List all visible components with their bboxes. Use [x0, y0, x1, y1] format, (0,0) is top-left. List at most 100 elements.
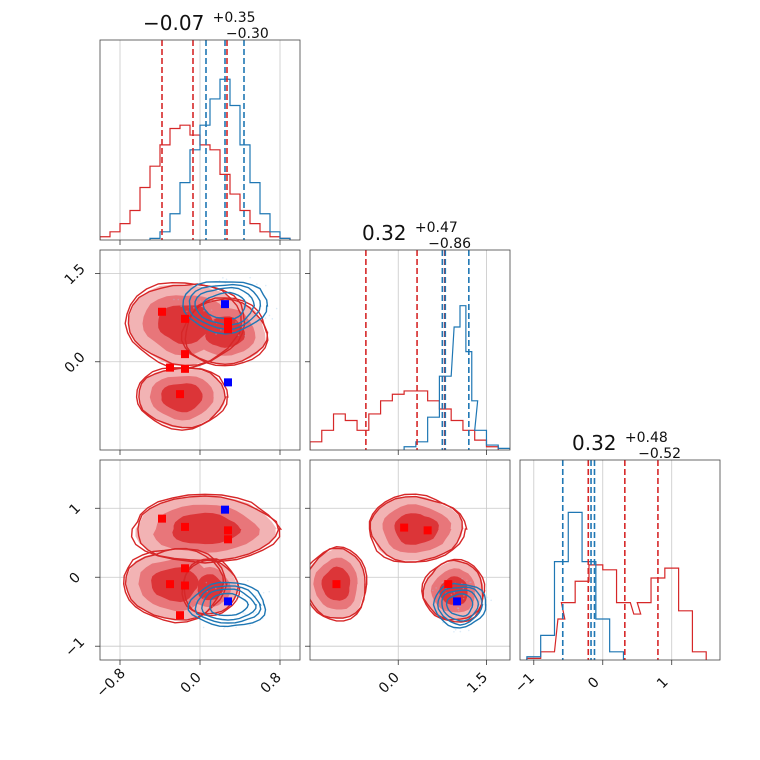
sample-point [457, 607, 460, 609]
frame-hist-param-3 [519, 459, 721, 661]
sample-point [204, 609, 207, 611]
sample-point [453, 591, 455, 594]
sample-point [462, 587, 465, 590]
sample-point [461, 577, 463, 580]
red-contour-line [180, 297, 269, 367]
sample-point [193, 307, 195, 309]
sample-point [268, 590, 271, 593]
histogram-red [310, 390, 499, 450]
sample-point [247, 295, 250, 298]
mode-marker-red [224, 317, 232, 326]
sample-point [470, 581, 472, 583]
sample-point [479, 601, 481, 603]
sample-point [467, 629, 470, 632]
blue-contour-line [187, 581, 267, 628]
sample-point [210, 300, 212, 303]
mode-marker-red [166, 363, 174, 372]
sample-point [262, 591, 265, 594]
panel-hist-param-2 [310, 250, 510, 450]
sample-point [199, 300, 202, 303]
sample-point [486, 596, 488, 599]
sample-point [454, 615, 457, 617]
blue-contour-line [182, 281, 269, 335]
sample-point [456, 612, 458, 615]
frame-hist-param-2 [309, 249, 511, 451]
mode-marker-blue [221, 300, 229, 309]
sample-point [222, 628, 225, 630]
mode-marker-red [400, 523, 409, 532]
panel-title-3: 0.32 +0.48 −0.52 [572, 423, 681, 462]
mode-marker-red [166, 580, 174, 589]
sample-point [215, 587, 217, 590]
sample-point [219, 609, 222, 611]
mode-marker-red [158, 514, 166, 523]
x-tick-label: 1.5 [464, 670, 491, 697]
x-tick-label: 0 [585, 674, 603, 692]
sample-point [222, 277, 224, 279]
mode-marker-red [423, 526, 432, 535]
sample-point [490, 599, 492, 602]
blue-contour-line [432, 582, 487, 629]
sample-point [206, 293, 208, 296]
sample-point [457, 609, 460, 612]
sample-point [180, 305, 182, 308]
blue-contour-line [209, 592, 250, 617]
red-contour-line [310, 545, 368, 622]
sample-point [441, 581, 444, 584]
sample-point [450, 593, 453, 596]
sample-point [247, 579, 249, 582]
red-density-fill [394, 513, 439, 545]
sample-point [454, 628, 457, 631]
blue-contour-line [441, 589, 480, 622]
red-contour-line [137, 495, 280, 562]
histogram-blue [149, 78, 291, 240]
red-contour-line [422, 559, 484, 621]
sample-point [435, 587, 437, 589]
blue-contour-line [201, 588, 257, 621]
y-tick-label: 1.5 [62, 261, 89, 288]
histogram-red [100, 124, 291, 240]
sample-point [459, 605, 462, 607]
y-tick-label: 0 [66, 570, 84, 588]
sample-point [203, 309, 205, 312]
sample-point [236, 599, 238, 602]
sample-point [466, 579, 468, 582]
sample-point [249, 276, 251, 279]
sample-point [237, 334, 240, 337]
sample-point [476, 612, 478, 614]
panel-2d-param-1-vs-2 [100, 250, 300, 450]
sample-point [255, 595, 257, 597]
blue-contour-line [445, 593, 474, 618]
red-contour-line [369, 495, 463, 563]
red-contour-line [310, 547, 366, 619]
sample-point [177, 298, 180, 301]
sample-point [209, 613, 212, 616]
mode-marker-red [332, 580, 341, 589]
mode-marker-red [224, 526, 232, 535]
sample-point [173, 298, 175, 301]
sample-point [186, 310, 188, 313]
sample-point [469, 581, 471, 584]
y-tick-label: 0.0 [62, 349, 89, 376]
sample-point [275, 307, 278, 310]
mode-marker-blue [221, 505, 229, 514]
panel-2d-param-2-vs-3 [310, 460, 510, 660]
sample-point [249, 624, 251, 626]
mode-marker-blue [453, 597, 462, 606]
red-contour-line [127, 283, 243, 367]
panel-hist-param-3 [526, 460, 707, 660]
panel-title-1: −0.07 +0.35 −0.30 [143, 3, 269, 42]
blue-contour-line [194, 286, 256, 326]
sample-point [225, 278, 228, 281]
sample-point [453, 631, 455, 633]
sample-point [459, 630, 462, 633]
mode-marker-red [181, 581, 189, 590]
sample-point [203, 295, 205, 298]
frame-2d-2-3 [309, 459, 511, 661]
sample-point [264, 317, 267, 319]
sample-point [235, 321, 237, 323]
blue-contour-line [188, 283, 262, 330]
panel-title-2: 0.32 +0.47 −0.86 [362, 213, 471, 252]
blue-contour-line [194, 585, 262, 624]
x-tick-label: 0.0 [376, 670, 403, 697]
